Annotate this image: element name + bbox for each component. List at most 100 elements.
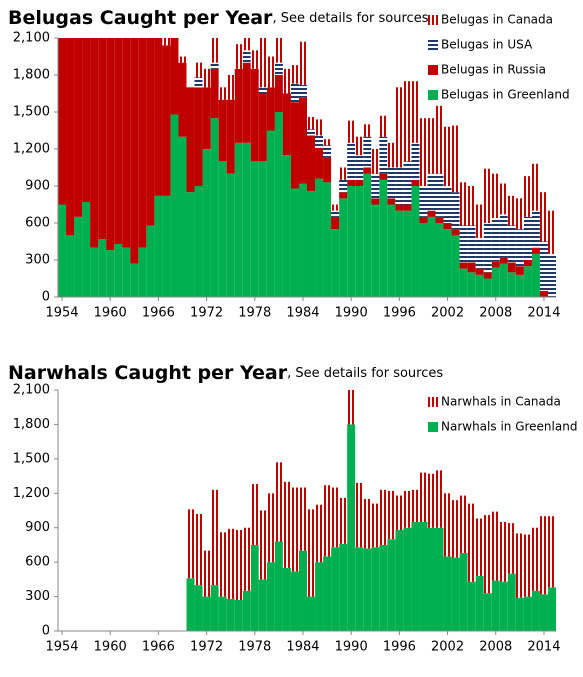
bar-segment xyxy=(427,210,436,217)
x-tick-label: 1978 xyxy=(238,640,271,655)
bar-segment xyxy=(435,470,444,528)
bar-segment xyxy=(475,268,484,275)
bar-segment xyxy=(403,527,412,631)
bar-segment xyxy=(250,161,259,297)
x-tick-label: 1954 xyxy=(45,640,78,655)
bar-segment xyxy=(499,581,508,631)
bar-segment xyxy=(130,263,139,297)
bar-segment xyxy=(74,216,83,297)
bar-segment xyxy=(403,161,412,205)
bar-segment xyxy=(443,556,452,631)
bar-segment xyxy=(507,272,516,297)
bar-segment xyxy=(371,198,380,205)
x-tick-label: 1990 xyxy=(335,640,368,655)
bar-segment xyxy=(82,202,91,297)
y-tick-label: 900 xyxy=(25,520,50,535)
bar-segment xyxy=(315,135,324,148)
bar-segment xyxy=(427,173,436,211)
bar-segment xyxy=(162,38,171,46)
bar-segment xyxy=(98,38,107,240)
bar-segment xyxy=(443,223,452,230)
bar-segment xyxy=(114,243,123,297)
legend-swatch xyxy=(428,422,438,432)
bar-segment xyxy=(226,75,235,100)
bar-segment xyxy=(523,176,532,217)
bar-segment xyxy=(443,126,452,186)
bar-segment xyxy=(307,116,316,130)
y-tick-label: 1,800 xyxy=(13,417,50,432)
bar-segment xyxy=(98,239,107,297)
bar-segment xyxy=(467,503,476,582)
bar-segment xyxy=(387,167,396,199)
bar-segment xyxy=(202,596,211,631)
x-tick-label: 1960 xyxy=(94,640,127,655)
bar-segment xyxy=(547,516,556,588)
bar-segment xyxy=(411,81,420,143)
bar-segment xyxy=(347,390,356,425)
bar-segment xyxy=(274,38,283,63)
bar-segment xyxy=(347,142,356,180)
bar-segment xyxy=(202,149,211,297)
bar-segment xyxy=(194,77,203,88)
bar-segment xyxy=(122,247,131,297)
bar-segment xyxy=(515,198,524,230)
bar-segment xyxy=(250,544,259,631)
bar-segment xyxy=(531,590,540,631)
bar-segment xyxy=(234,530,243,601)
bar-segment xyxy=(355,547,364,631)
x-tick-label: 1972 xyxy=(190,640,223,655)
bar-segment xyxy=(162,45,171,196)
bar-segment xyxy=(282,567,291,631)
bar-segment xyxy=(419,186,428,217)
bar-segment xyxy=(395,495,404,531)
bar-segment xyxy=(387,204,396,297)
bar-segment xyxy=(363,499,372,549)
x-tick-label: 2002 xyxy=(431,306,464,321)
bar-segment xyxy=(290,487,299,572)
bar-segment xyxy=(186,192,195,297)
bar-segment xyxy=(531,210,540,248)
bar-segment xyxy=(331,547,340,631)
bar-segment xyxy=(395,167,404,205)
bar-segment xyxy=(226,598,235,631)
bar-segment xyxy=(403,81,412,162)
y-tick-label: 300 xyxy=(25,589,50,604)
bar-segment xyxy=(491,511,500,581)
bar-segment xyxy=(491,173,500,219)
bar-segment xyxy=(475,274,484,297)
bar-segment xyxy=(250,484,259,545)
bar-segment xyxy=(106,250,115,297)
bar-segment xyxy=(122,38,131,248)
bar-segment xyxy=(507,523,516,574)
bar-segment xyxy=(331,487,340,548)
bar-segment xyxy=(74,38,83,217)
title: Narwhals Caught per Year xyxy=(8,362,288,384)
bar-segment xyxy=(451,125,460,193)
bar-segment xyxy=(475,237,484,269)
bar-segment xyxy=(347,186,356,297)
bar-segment xyxy=(274,112,283,297)
bar-segment xyxy=(507,573,516,631)
bar-segment xyxy=(419,521,428,631)
y-tick-label: 600 xyxy=(25,555,50,570)
x-tick-label: 1966 xyxy=(142,306,175,321)
bar-segment xyxy=(290,188,299,297)
legend-swatch xyxy=(428,90,438,100)
bar-segment xyxy=(515,597,524,631)
bar-segment xyxy=(483,168,492,223)
bar-segment xyxy=(331,229,340,297)
bar-segment xyxy=(483,515,492,594)
bar-segment xyxy=(411,489,420,522)
bar-segment xyxy=(178,136,187,297)
bar-segment xyxy=(202,68,211,88)
bar-segment xyxy=(323,139,332,146)
bar-segment xyxy=(234,600,243,631)
bar-segment xyxy=(307,509,316,597)
bar-segment xyxy=(443,229,452,297)
bar-segment xyxy=(339,167,348,180)
bar-segment xyxy=(90,38,99,248)
bar-segment xyxy=(307,135,316,191)
bar-segment xyxy=(507,195,516,226)
bar-segment xyxy=(499,183,508,215)
bar-segment xyxy=(499,257,508,264)
